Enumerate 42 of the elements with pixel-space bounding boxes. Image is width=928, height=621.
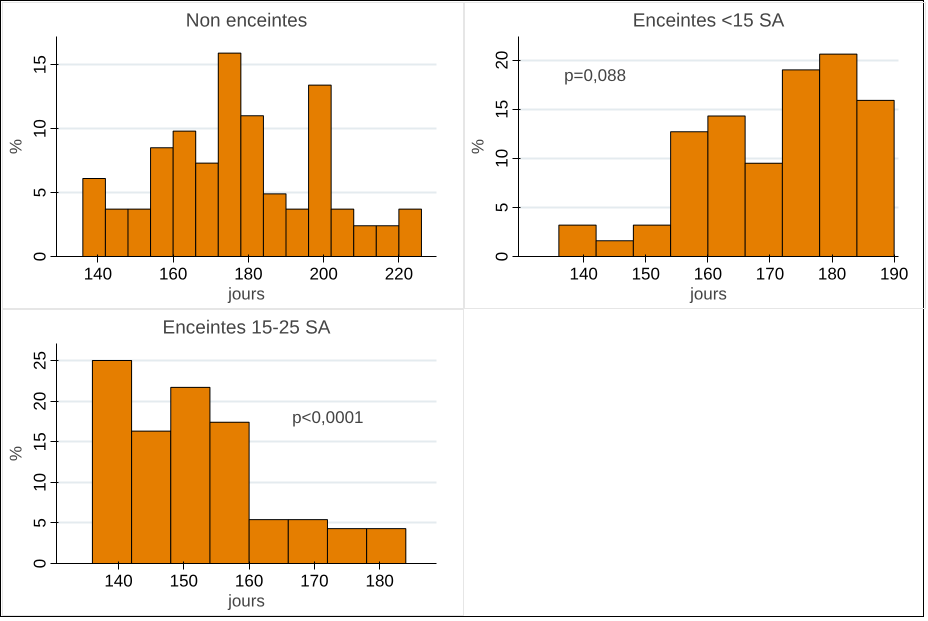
x-tick-label: 170	[300, 572, 329, 590]
y-tick-label: 5	[492, 202, 512, 212]
x-tick-label: 150	[170, 572, 198, 590]
y-axis-title: %	[468, 138, 488, 154]
x-tick-label: 200	[309, 264, 338, 284]
x-tick-label: 190	[880, 264, 908, 284]
y-tick-label: 25	[30, 351, 50, 370]
x-tick-label: 180	[234, 264, 263, 284]
y-tick-label: 20	[492, 50, 512, 70]
x-tick-label: 140	[570, 264, 598, 284]
x-axis-title: jours	[227, 284, 265, 304]
y-tick-label: 20	[30, 392, 50, 411]
x-tick-label: 150	[632, 264, 660, 284]
y-tick-label: 5	[30, 518, 50, 528]
x-tick-label: 180	[366, 572, 394, 590]
x-tick-label: 160	[158, 264, 188, 284]
x-tick-label: 180	[818, 264, 846, 284]
x-tick-label: 160	[234, 572, 264, 590]
chart-title: Non enceintes	[186, 10, 308, 32]
x-axis-title: jours	[689, 284, 727, 304]
y-tick-label: 15	[30, 55, 50, 74]
y-tick-label: 0	[492, 252, 512, 262]
x-tick-label: 170	[756, 264, 784, 284]
x-tick-label: 160	[694, 264, 722, 284]
x-tick-label: 140	[104, 572, 133, 590]
y-tick-label: 10	[492, 148, 512, 168]
annotation: p=0,088	[564, 66, 626, 85]
x-tick-label: 140	[84, 264, 112, 284]
x-tick-label: 220	[384, 264, 414, 284]
y-tick-label: 15	[492, 100, 512, 119]
y-tick-label: 0	[30, 252, 50, 262]
y-tick-label: 0	[30, 558, 50, 568]
annotation: p<0,0001	[292, 408, 364, 428]
chart-title: Enceintes 15-25 SA	[162, 318, 331, 338]
y-axis-title: %	[6, 446, 26, 462]
chart-title: Enceintes <15 SA	[632, 10, 785, 32]
y-axis-title: %	[6, 138, 26, 154]
x-axis-title: jours	[227, 592, 265, 610]
y-tick-label: 15	[30, 432, 50, 452]
y-tick-label: 10	[30, 472, 50, 492]
y-tick-label: 5	[30, 188, 50, 198]
y-tick-label: 10	[30, 119, 50, 138]
